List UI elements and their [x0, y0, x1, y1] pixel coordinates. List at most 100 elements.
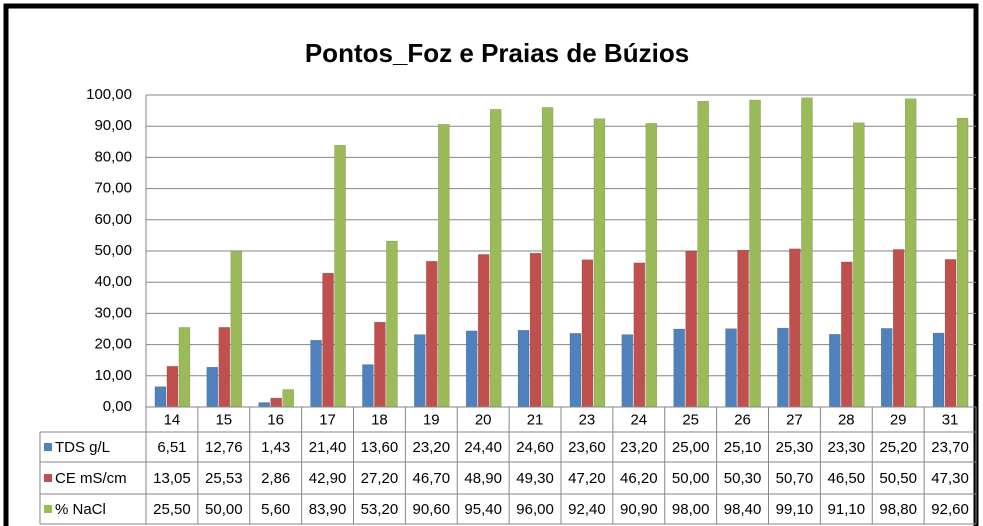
- y-tick-label: 10,00: [94, 367, 132, 384]
- table-cell: 24,40: [464, 439, 502, 456]
- table-cell: 49,30: [516, 470, 554, 487]
- table-cell: 47,20: [568, 470, 606, 487]
- x-tick-label: 23: [579, 411, 596, 428]
- table-cell: 25,30: [776, 439, 814, 456]
- x-tick-label: 28: [838, 411, 855, 428]
- table-cell: 95,40: [464, 501, 502, 518]
- x-tick-label: 24: [630, 411, 647, 428]
- y-tick-label: 60,00: [94, 211, 132, 228]
- bar: [218, 327, 231, 408]
- table-cell: 46,50: [828, 470, 866, 487]
- legend-label: % NaCl: [55, 501, 106, 518]
- bar: [932, 332, 945, 408]
- bar: [178, 327, 191, 408]
- table-cell: 99,10: [776, 501, 814, 518]
- table-cell: 25,50: [153, 501, 191, 518]
- y-tick-label: 0,00: [103, 398, 132, 415]
- bar: [841, 261, 853, 408]
- x-tick-label: 19: [423, 411, 440, 428]
- y-tick-label: 40,00: [94, 273, 132, 290]
- bar: [154, 386, 167, 408]
- table-cell: 25,10: [724, 439, 762, 456]
- y-tick-label: 100,00: [86, 86, 132, 103]
- bar: [777, 327, 789, 408]
- table-cell: 2,86: [261, 470, 290, 487]
- x-tick-label: 15: [215, 411, 232, 428]
- bar: [737, 249, 749, 408]
- table-cell: 13,05: [153, 470, 191, 487]
- bar: [956, 117, 969, 408]
- table-cell: 98,40: [724, 501, 762, 518]
- table-cell: 92,60: [931, 501, 969, 518]
- bar: [892, 249, 905, 408]
- y-tick-label: 80,00: [94, 148, 132, 165]
- legend-label: TDS g/L: [55, 439, 110, 456]
- bar: [801, 97, 813, 408]
- table-cell: 23,30: [828, 439, 866, 456]
- x-tick-label: 27: [786, 411, 803, 428]
- bar: [334, 144, 346, 408]
- x-tick-label: 18: [371, 411, 388, 428]
- bar: [725, 328, 737, 408]
- bar: [621, 334, 634, 408]
- bar: [206, 366, 219, 408]
- table-cell: 91,10: [828, 501, 866, 518]
- bar: [166, 366, 179, 408]
- table-cell: 50,00: [205, 501, 243, 518]
- bar: [374, 321, 386, 408]
- table-cell: 98,80: [879, 501, 917, 518]
- bar: [673, 328, 685, 408]
- table-cell: 90,90: [620, 501, 658, 518]
- table-cell: 48,90: [464, 470, 502, 487]
- bar: [230, 250, 243, 408]
- table-cell: 50,30: [724, 470, 762, 487]
- bar: [310, 339, 322, 408]
- table-cell: 23,70: [931, 439, 969, 456]
- x-tick-label: 16: [267, 411, 284, 428]
- bar: [282, 389, 294, 408]
- x-tick-label: 29: [890, 411, 907, 428]
- bar: [477, 254, 490, 408]
- table-cell: 90,60: [413, 501, 451, 518]
- table-cell: 53,20: [361, 501, 399, 518]
- table-cell: 46,20: [620, 470, 658, 487]
- bar: [258, 402, 270, 408]
- x-tick-label: 31: [942, 411, 959, 428]
- x-tick-label: 14: [164, 411, 181, 428]
- bar: [270, 397, 282, 408]
- bar: [853, 122, 865, 408]
- bar: [517, 329, 530, 408]
- table-cell: 6,51: [157, 439, 186, 456]
- bar: [541, 107, 554, 408]
- bar: [633, 262, 646, 408]
- x-tick-label: 17: [319, 411, 336, 428]
- bar: [749, 99, 761, 408]
- bar: [362, 364, 374, 408]
- bar: [438, 124, 450, 408]
- bar: [414, 334, 426, 408]
- table-cell: 46,70: [413, 470, 451, 487]
- bar: [426, 261, 438, 408]
- table-cell: 83,90: [309, 501, 347, 518]
- table-cell: 24,60: [516, 439, 554, 456]
- table-cell: 25,00: [672, 439, 710, 456]
- bar: [465, 330, 478, 408]
- table-cell: 25,20: [879, 439, 917, 456]
- table-cell: 92,40: [568, 501, 606, 518]
- table-cell: 98,00: [672, 501, 710, 518]
- bar: [685, 250, 697, 408]
- bar: [789, 248, 801, 408]
- y-tick-label: 20,00: [94, 336, 132, 353]
- table-cell: 47,30: [931, 470, 969, 487]
- bar: [386, 240, 398, 408]
- table-cell: 12,76: [205, 439, 243, 456]
- chart-title: Pontos_Foz e Praias de Búzios: [305, 38, 689, 68]
- bar: [569, 333, 582, 408]
- legend-swatch: [44, 443, 52, 451]
- bar: [880, 328, 893, 408]
- table-cell: 21,40: [309, 439, 347, 456]
- bar: [645, 123, 658, 408]
- bar: [529, 252, 542, 408]
- table-cell: 23,60: [568, 439, 606, 456]
